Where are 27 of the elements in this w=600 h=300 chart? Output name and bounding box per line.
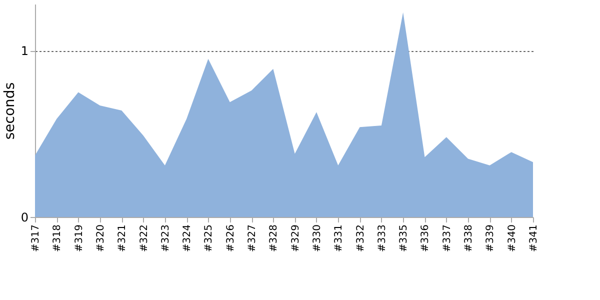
x-tick-label: #329 [290,224,302,252]
x-tick-label: #321 [117,224,128,252]
x-tick-label: #322 [138,224,150,252]
x-tick-label: #319 [74,224,85,252]
x-tick-label: #339 [485,224,496,252]
x-tick-label: #340 [506,224,518,252]
x-tick-label: #325 [204,224,215,252]
x-tick-label: #324 [182,224,194,252]
x-tick-label: #331 [334,224,345,252]
x-tick-label: #320 [95,224,106,252]
y-tick-label: 1 [20,44,28,58]
x-tick-label: #341 [528,224,540,252]
x-tick-label: #336 [420,224,432,252]
y-axis-title: seconds [2,82,18,140]
x-tick-label: #327 [247,224,258,252]
x-tick-label: #333 [376,224,388,252]
x-tick-label: #335 [398,224,410,252]
x-tick-label: #326 [225,224,236,252]
y-tick-label: 0 [20,210,28,224]
x-tick-label: #330 [312,224,323,252]
x-tick-label: #337 [442,224,453,252]
x-tick-label: #332 [355,224,366,252]
x-tick-label: #323 [160,224,172,252]
x-tick-label: #328 [268,224,280,252]
x-tick-label: #318 [52,224,64,252]
x-tick-label: #317 [30,224,42,252]
x-tick-label: #338 [464,224,475,252]
